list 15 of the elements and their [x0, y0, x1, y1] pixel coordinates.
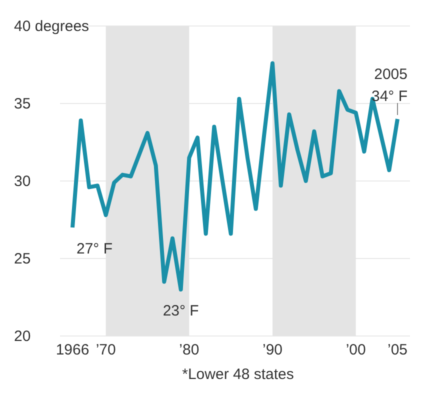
- x-tick-label: ’80: [179, 342, 200, 359]
- annotation: 27° F: [76, 240, 113, 258]
- x-tick-label: ’70: [96, 342, 116, 359]
- annotation: 23° F: [162, 302, 199, 320]
- y-tick-label: 25: [14, 250, 31, 268]
- x-tick-label: ’00: [346, 342, 366, 359]
- x-tick-label: ’90: [262, 342, 283, 359]
- y-tick-label: 40 degrees: [14, 18, 90, 35]
- y-tick-label: 20: [14, 328, 31, 345]
- x-tick-label: 1966: [56, 342, 90, 359]
- x-tick-label: ’05: [387, 342, 408, 359]
- y-tick-label: 35: [14, 96, 31, 112]
- y-tick-label: 30: [14, 173, 31, 190]
- text: *Lower 48 states: [181, 366, 295, 383]
- annotation: 2005 34° F: [371, 66, 408, 105]
